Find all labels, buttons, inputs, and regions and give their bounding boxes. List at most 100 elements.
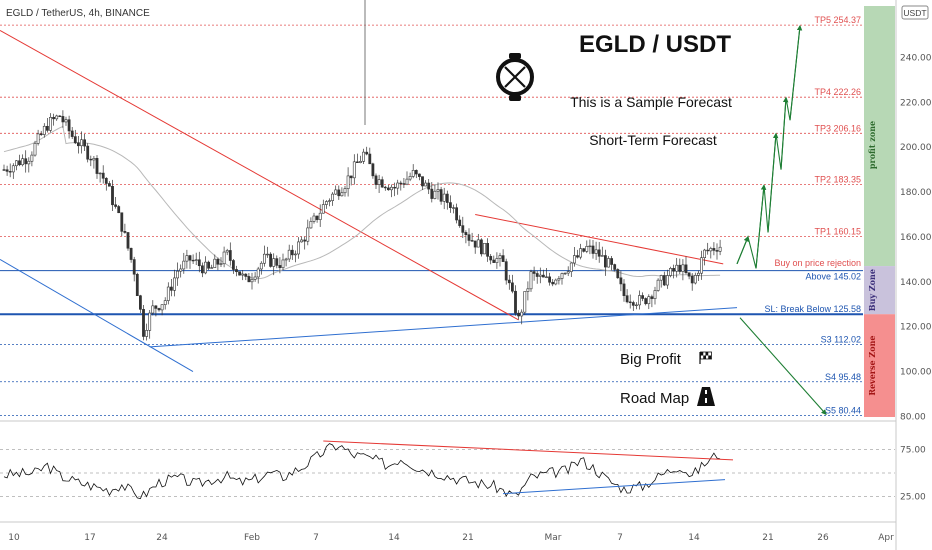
time-tick-4: 7 — [313, 533, 319, 543]
currency-badge[interactable] — [901, 5, 929, 20]
candle-66 — [207, 260, 211, 271]
candle-body — [374, 175, 378, 185]
candle-body — [619, 277, 623, 285]
candle-77 — [241, 269, 245, 281]
candle-body — [470, 240, 474, 242]
candle-196 — [610, 255, 614, 271]
ma-line — [3, 125, 721, 280]
candle-body — [176, 270, 180, 279]
candle-body — [204, 261, 207, 274]
candle-body — [569, 262, 573, 272]
candle-body — [476, 239, 480, 248]
candle-body — [55, 115, 59, 120]
arrow-up-2 — [767, 132, 779, 233]
candle-139 — [433, 184, 437, 200]
price-tick-4: 160.00 — [900, 233, 932, 243]
candle-body — [613, 264, 617, 270]
candle-body — [61, 116, 65, 123]
candle-157 — [489, 254, 493, 265]
candle-body — [318, 212, 322, 220]
candle-221 — [687, 272, 691, 280]
reverse-zone-band — [864, 314, 895, 417]
candle-body — [498, 255, 502, 259]
candle-156 — [486, 238, 490, 262]
price-axis[interactable]: 80.00 100.00 120.00 140.00 160.00 180.00 200.0… — [900, 53, 932, 422]
candle-body — [36, 133, 40, 144]
candle-158 — [492, 255, 496, 263]
candle-body — [588, 245, 592, 248]
candle-body — [185, 255, 189, 262]
level-label-8: S3 112.02 — [821, 335, 861, 345]
candle-body — [142, 309, 145, 337]
candle-body — [228, 250, 232, 261]
level-label-10: S5 80.44 — [825, 406, 861, 416]
trendline-blue-left — [0, 258, 194, 373]
candle-113 — [352, 154, 356, 185]
candle-178 — [554, 278, 558, 286]
candle-49 — [154, 305, 158, 317]
candle-159 — [495, 252, 499, 269]
candle-131 — [408, 172, 412, 182]
candle-body — [585, 246, 589, 252]
annotation-title: EGLD / USDT — [579, 31, 731, 58]
candle-body — [117, 206, 121, 214]
candle-body — [600, 255, 604, 257]
candle-92 — [287, 244, 291, 262]
candle-140 — [436, 182, 440, 200]
candle-body — [572, 255, 576, 264]
candle-211 — [656, 278, 660, 292]
candle-body — [439, 189, 443, 202]
candle-body — [281, 259, 285, 269]
candle-body — [250, 279, 254, 283]
candle-116 — [362, 148, 366, 165]
candle-22 — [70, 127, 74, 139]
level-labels: TP5 254.37 TP4 222.26 TP3 206.16 TP2 183.35… — [764, 15, 861, 415]
candle-body — [312, 215, 316, 222]
candle-body — [49, 116, 52, 131]
candle-body — [24, 158, 28, 165]
candle-body — [607, 258, 610, 268]
symbol-title[interactable]: EGLD / TetherUS, 4h, BINANCE — [6, 8, 150, 19]
candle-body — [101, 172, 105, 179]
candle-body — [334, 189, 338, 195]
candle-body — [532, 271, 536, 274]
candle-96 — [300, 236, 304, 243]
candle-164 — [510, 274, 514, 294]
moving-average — [3, 125, 721, 280]
level-label-9: S4 95.48 — [825, 372, 861, 382]
candle-body — [197, 259, 201, 267]
candle-180 — [560, 272, 564, 285]
candle-body — [489, 256, 493, 261]
candle-225 — [700, 250, 703, 280]
time-tick-0: 10 — [8, 533, 20, 543]
candle-48 — [151, 300, 155, 316]
candle-228 — [709, 246, 713, 259]
candle-body — [92, 158, 96, 161]
candle-body — [27, 160, 31, 165]
candle-body — [126, 232, 130, 249]
candle-126 — [393, 182, 397, 197]
candle-42 — [132, 256, 136, 282]
candle-136 — [424, 180, 428, 187]
candle-23 — [73, 129, 77, 145]
time-axis[interactable]: 10 17 24 Feb 7 14 21 Mar 7 14 21 26 Apr — [8, 533, 894, 543]
candle-195 — [607, 256, 610, 268]
candle-body — [641, 295, 645, 299]
candle-body — [424, 182, 428, 187]
candle-209 — [650, 294, 654, 308]
candle-body — [359, 161, 362, 163]
level-label-1: TP4 222.26 — [814, 87, 861, 97]
candle-68 — [213, 254, 217, 268]
candle-body — [560, 273, 564, 279]
level-label-4: TP1 160.15 — [814, 227, 861, 237]
arrow-up-4 — [789, 24, 803, 121]
candle-body — [284, 258, 288, 261]
price-tick-7: 220.00 — [900, 98, 932, 108]
candle-body — [715, 250, 719, 252]
candle-59 — [185, 249, 189, 269]
profit-zone-band — [864, 6, 895, 267]
candle-body — [669, 268, 672, 276]
candle-body — [2, 169, 6, 171]
candle-3 — [11, 163, 15, 179]
candle-0 — [2, 164, 6, 171]
